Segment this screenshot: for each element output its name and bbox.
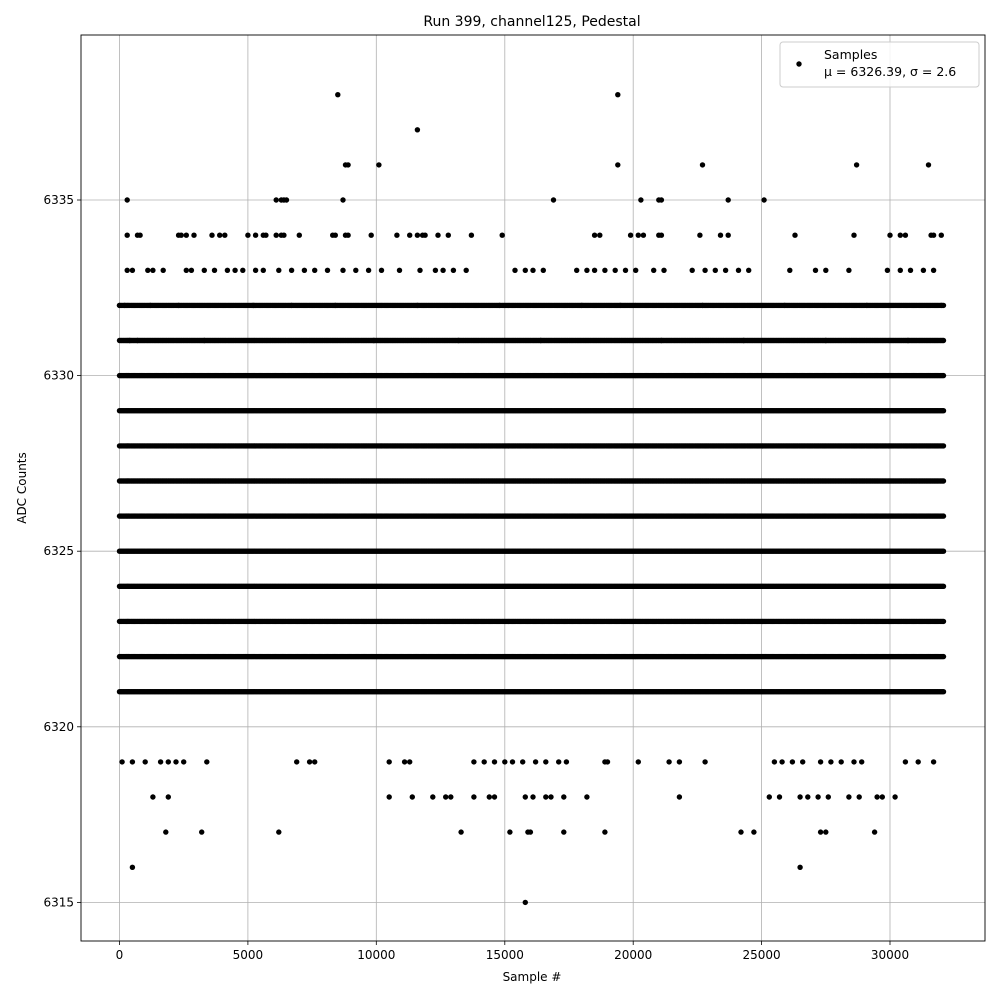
data-points bbox=[116, 92, 947, 906]
data-point bbox=[940, 548, 947, 554]
chart-title: Run 399, channel125, Pedestal bbox=[423, 14, 640, 30]
data-point bbox=[940, 513, 947, 519]
data-point bbox=[940, 583, 947, 589]
grid bbox=[81, 35, 985, 941]
data-point bbox=[940, 689, 947, 695]
data-point bbox=[940, 618, 947, 625]
data-point bbox=[940, 653, 947, 660]
